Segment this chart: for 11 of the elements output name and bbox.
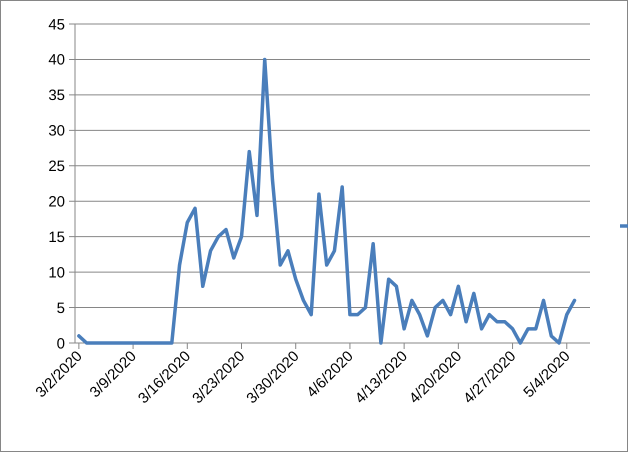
y-tick-label: 15 (48, 228, 65, 246)
y-tick-label: 25 (48, 158, 65, 176)
y-tick-label: 45 (48, 16, 65, 34)
y-tick-label: 0 (56, 335, 65, 352)
line-series (77, 58, 576, 345)
y-tick-label: 30 (48, 122, 65, 140)
y-tick-label: 5 (56, 300, 65, 317)
y-tick-label: 40 (48, 52, 65, 69)
y-tick-label: 10 (48, 264, 65, 282)
y-tick-label: 35 (48, 87, 65, 104)
y-tick-label: 20 (48, 193, 65, 210)
